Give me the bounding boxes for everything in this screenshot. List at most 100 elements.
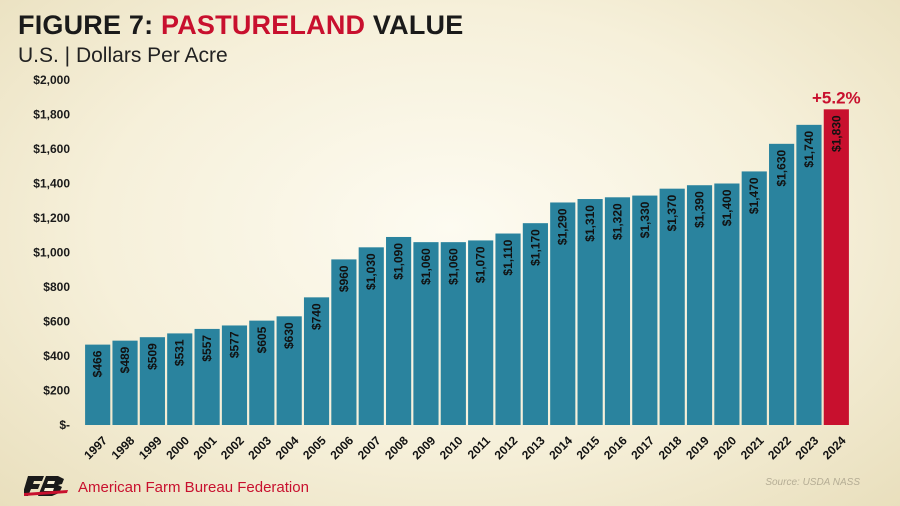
y-tick-label: $1,000 [33,246,70,260]
x-tick-label-1998: 1998 [109,433,138,462]
data-label-2005: $740 [310,303,324,330]
bar-2002 [221,325,248,425]
data-label-1999: $509 [145,343,159,370]
y-tick-label: $- [59,418,70,432]
data-label-2018: $1,370 [665,194,679,231]
data-label-2014: $1,290 [556,208,570,245]
data-label-2010: $1,060 [446,248,460,285]
x-tick-label-2002: 2002 [218,433,247,462]
x-tick-label-2013: 2013 [519,433,548,462]
bar-2005 [303,297,330,425]
x-tick-label-2023: 2023 [793,433,822,462]
bar-2007 [358,247,384,425]
x-tick-label-2005: 2005 [300,433,329,462]
bar-2023 [796,124,822,425]
data-label-2006: $960 [337,265,351,292]
bar-2020 [714,183,740,425]
y-tick-label: $2,000 [33,73,70,87]
bar-2009 [413,242,439,425]
bar-2021 [741,171,767,425]
bar-2011 [468,240,494,425]
data-label-2001: $557 [200,335,214,362]
x-tick-label-2017: 2017 [628,433,657,462]
data-label-2017: $1,330 [638,201,652,238]
x-tick-label-1997: 1997 [81,433,110,462]
y-tick-label: $800 [43,280,70,294]
x-tick-label-2012: 2012 [492,433,521,462]
data-label-2008: $1,090 [392,243,406,280]
bar-2024 [823,109,849,425]
data-label-1998: $489 [118,346,132,373]
bar-2008 [386,236,412,425]
data-label-2009: $1,060 [419,248,433,285]
data-label-2011: $1,070 [474,246,488,283]
x-tick-label-2016: 2016 [601,433,630,462]
x-tick-label-2000: 2000 [163,433,192,462]
bar-1999 [139,337,165,425]
bar-2018 [659,188,685,425]
y-tick-label: $1,200 [33,211,70,225]
chart-subtitle: U.S. | Dollars Per Acre [18,44,228,67]
x-tick-label-2004: 2004 [273,433,302,462]
data-label-2023: $1,740 [802,131,816,168]
data-label-2020: $1,400 [720,189,734,226]
bar-2017 [632,195,658,425]
change-annotation: +5.2% [812,88,861,107]
data-label-2007: $1,030 [364,253,378,290]
title-highlight: PASTURELAND [161,10,366,40]
y-tick-label: $400 [43,349,70,363]
bar-2019 [686,185,713,425]
y-tick-label: $600 [43,315,70,329]
y-tick-label: $1,600 [33,142,70,156]
bar-2012 [495,233,521,425]
bar-2014 [550,202,576,425]
bar-2010 [440,242,466,425]
x-tick-label-2006: 2006 [327,433,356,462]
x-tick-label-2009: 2009 [410,433,439,462]
organization-name: American Farm Bureau Federation [78,479,309,496]
x-tick-label-2021: 2021 [738,433,767,462]
bar-2001 [194,328,220,425]
x-tick-label-2003: 2003 [245,433,274,462]
x-tick-label-2022: 2022 [765,433,794,462]
x-tick-label-2011: 2011 [465,433,494,462]
x-tick-label-2001: 2001 [191,433,220,462]
x-tick-label-1999: 1999 [136,433,165,462]
x-tick-label-2020: 2020 [710,433,739,462]
source-note: Source: USDA NASS [765,477,860,488]
data-label-2013: $1,170 [528,229,542,266]
data-label-2016: $1,320 [610,203,624,240]
data-label-2002: $577 [227,331,241,358]
data-label-2015: $1,310 [583,205,597,242]
bar-2022 [769,143,795,425]
y-tick-label: $1,800 [33,108,70,122]
data-label-2021: $1,470 [747,177,761,214]
bar-1998 [112,340,138,425]
data-label-2004: $630 [282,322,296,349]
bar-2015 [577,199,603,425]
bar-2004 [276,316,302,425]
y-tick-label: $200 [43,384,70,398]
bar-2000 [167,333,193,425]
x-tick-label-2018: 2018 [656,433,685,462]
x-tick-label-2014: 2014 [546,433,575,462]
data-label-2022: $1,630 [775,149,789,186]
bar-1997 [85,344,111,425]
x-tick-label-2015: 2015 [574,433,603,462]
chart-title: FIGURE 7: PASTURELAND VALUE [18,10,463,41]
y-tick-label: $1,400 [33,177,70,191]
data-label-2012: $1,110 [501,239,515,275]
x-tick-label-2024: 2024 [820,433,849,462]
data-label-2024: $1,830 [829,115,843,152]
bar-2013 [522,223,548,425]
x-tick-label-2007: 2007 [355,433,384,462]
x-tick-label-2008: 2008 [382,433,411,462]
x-tick-label-2010: 2010 [437,433,466,462]
data-label-2019: $1,390 [693,191,707,228]
bar-2006 [331,259,357,425]
data-label-2003: $605 [255,326,269,353]
bar-2003 [249,320,275,425]
title-prefix: FIGURE 7: [18,10,162,40]
fb-logo-icon [24,476,68,496]
